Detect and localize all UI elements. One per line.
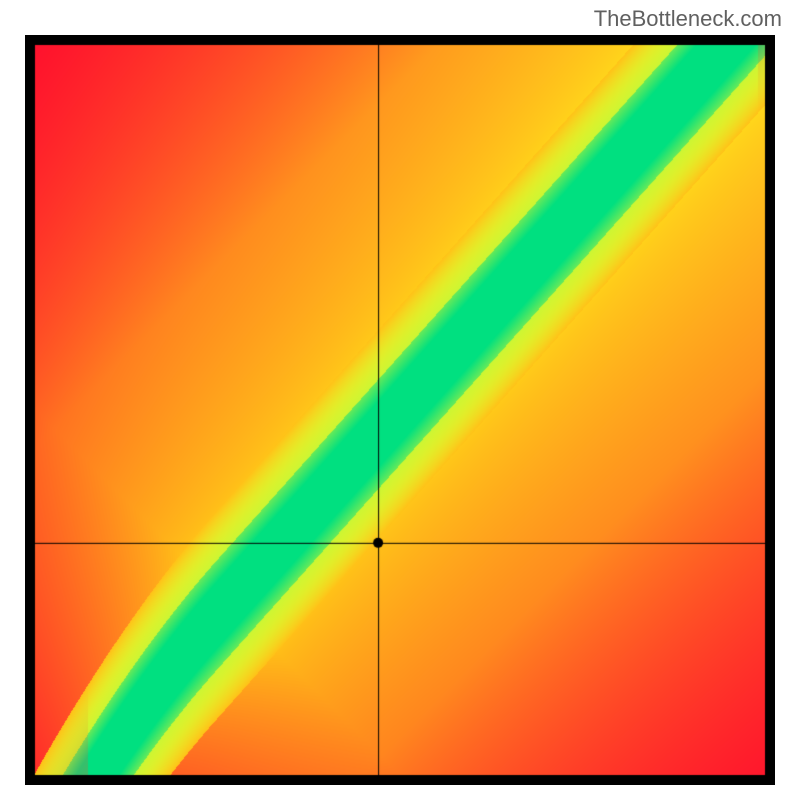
watermark-text: TheBottleneck.com <box>594 6 782 32</box>
heatmap-plot <box>25 35 775 785</box>
